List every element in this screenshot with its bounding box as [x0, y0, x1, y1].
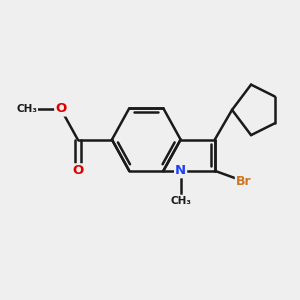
Text: N: N	[175, 164, 186, 177]
Text: CH₃: CH₃	[170, 196, 191, 206]
Text: Br: Br	[236, 175, 251, 188]
Text: O: O	[55, 103, 67, 116]
Text: O: O	[72, 164, 83, 177]
Text: CH₃: CH₃	[16, 104, 37, 114]
